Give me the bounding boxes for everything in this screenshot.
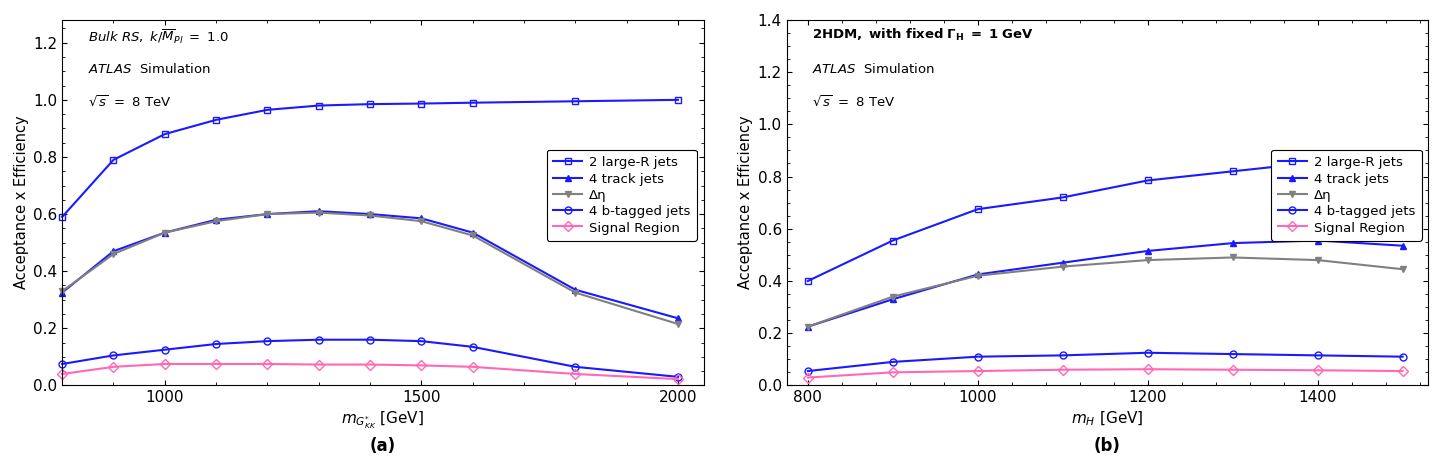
Text: $\mathbf{\it{ATLAS}}$  Simulation: $\mathbf{\it{ATLAS}}$ Simulation [812,62,934,76]
X-axis label: $m_{G^{*}_{KK}}\ \mathrm{[GeV]}$: $m_{G^{*}_{KK}}\ \mathrm{[GeV]}$ [342,409,424,431]
Legend: 2 large-R jets, 4 track jets, Δη, 4 b-tagged jets, Signal Region: 2 large-R jets, 4 track jets, Δη, 4 b-ta… [547,149,696,241]
Text: (b): (b) [1094,437,1120,454]
Text: $\mathbf{\it{ATLAS}}$  Simulation: $\mathbf{\it{ATLAS}}$ Simulation [88,62,211,76]
Text: $\mathbf{\it{Bulk\ RS,\ k/\overline{M}_{Pl}\ =\ 1.0}}$: $\mathbf{\it{Bulk\ RS,\ k/\overline{M}_{… [88,27,229,46]
Text: (a): (a) [369,437,397,454]
Text: $\mathbf{2HDM,\ with\ fixed\ \Gamma_{H}\ =\ 1\ GeV}$: $\mathbf{2HDM,\ with\ fixed\ \Gamma_{H}\… [812,27,1034,43]
Legend: 2 large-R jets, 4 track jets, Δη, 4 b-tagged jets, Signal Region: 2 large-R jets, 4 track jets, Δη, 4 b-ta… [1272,149,1422,241]
Text: $\sqrt{s}\ =\ 8\ \mathrm{TeV}$: $\sqrt{s}\ =\ 8\ \mathrm{TeV}$ [88,95,172,110]
Text: $\sqrt{s}\ =\ 8\ \mathrm{TeV}$: $\sqrt{s}\ =\ 8\ \mathrm{TeV}$ [812,95,895,110]
Y-axis label: Acceptance x Efficiency: Acceptance x Efficiency [738,116,753,290]
Y-axis label: Acceptance x Efficiency: Acceptance x Efficiency [14,116,29,290]
X-axis label: $m_{H}\ \mathrm{[GeV]}$: $m_{H}\ \mathrm{[GeV]}$ [1071,409,1144,428]
